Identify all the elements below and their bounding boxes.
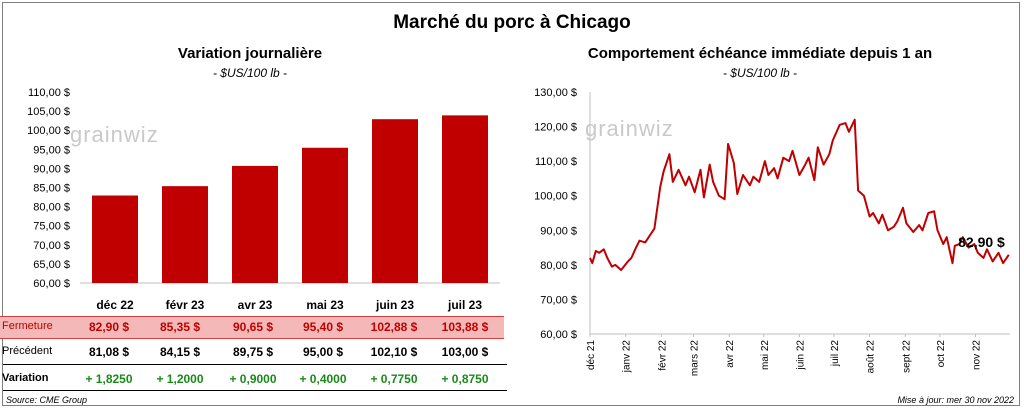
bar xyxy=(442,115,488,283)
bar-y-tick: 60,00 $ xyxy=(33,278,70,290)
bar-y-tick: 70,00 $ xyxy=(33,240,70,252)
bar xyxy=(162,186,208,283)
left-chart-title: Variation journalière xyxy=(177,45,323,62)
line-x-tick-label: avr 22 xyxy=(725,340,736,368)
line-y-tick: 70,00 $ xyxy=(540,294,577,306)
bar-y-tick: 110,00 $ xyxy=(28,87,70,99)
source-note: Source: CME Group xyxy=(6,395,88,405)
line-y-tick: 90,00 $ xyxy=(540,225,577,237)
line-x-tick-label: juil 22 xyxy=(830,340,841,368)
line-x-tick-label: févr 22 xyxy=(657,340,668,371)
precedent-label: Précédent xyxy=(2,345,53,357)
variation-cell: + 0,7750 xyxy=(370,372,418,386)
variation-cell: + 0,8750 xyxy=(441,372,489,386)
line-y-tick: 110,00 $ xyxy=(535,156,577,168)
variation-row: Variation + 1,8250 + 1,2000 + 0,9000 + 0… xyxy=(0,369,504,390)
fermeture-cell: 103,88 $ xyxy=(441,320,489,334)
line-x-tick-label: août 22 xyxy=(866,340,877,374)
line-y-tick: 130,00 $ xyxy=(534,87,577,99)
line-x-tick-label: janv 22 xyxy=(622,340,633,374)
line-y-tick: 80,00 $ xyxy=(540,260,577,272)
bar-y-tick: 100,00 $ xyxy=(27,125,70,137)
precedent-cell: 95,00 $ xyxy=(302,345,344,359)
precedent-cell: 103,00 $ xyxy=(441,345,489,359)
bar xyxy=(372,119,418,284)
price-line xyxy=(589,118,1010,271)
fermeture-row: Fermeture 82,90 $ 85,35 $ 90,65 $ 95,40 … xyxy=(0,316,504,339)
fermeture-cell: 102,88 $ xyxy=(370,320,418,334)
left-watermark: grainwiz xyxy=(70,122,159,147)
right-chart-title: Comportement échéance immédiate depuis 1… xyxy=(587,45,933,62)
bar-category-label: avr 23 xyxy=(238,298,273,312)
variation-label: Variation xyxy=(2,372,49,384)
line-x-tick-label: mai 22 xyxy=(760,340,771,370)
bar-category-label: déc 22 xyxy=(96,298,134,312)
bar-category-label: juin 23 xyxy=(375,298,414,312)
bar-y-tick: 85,00 $ xyxy=(33,183,70,195)
bar-category-label: févr 23 xyxy=(166,298,205,312)
bar-y-tick: 65,00 $ xyxy=(33,259,70,271)
bar-category-label: mai 23 xyxy=(306,298,344,312)
variation-cell: + 0,9000 xyxy=(229,372,277,386)
table-divider xyxy=(3,364,507,365)
line-x-tick-label: mars 22 xyxy=(690,340,701,377)
bar-y-tick: 80,00 $ xyxy=(33,202,70,214)
line-y-tick: 60,00 $ xyxy=(540,329,577,341)
line-x-tick-label: nov 22 xyxy=(971,340,982,370)
right-chart-unit: - $US/100 lb - xyxy=(722,66,798,80)
update-note: Mise à jour: mer 30 nov 2022 xyxy=(897,395,1014,405)
bar-y-tick: 75,00 $ xyxy=(33,221,70,233)
bar xyxy=(92,195,138,283)
precedent-cell: 102,10 $ xyxy=(370,345,418,359)
bar-category-label: juil 23 xyxy=(447,298,482,312)
precedent-row: Précédent 81,08 $ 84,15 $ 89,75 $ 95,00 … xyxy=(0,342,504,363)
precedent-cell: 89,75 $ xyxy=(232,345,274,359)
bar-y-tick: 105,00 $ xyxy=(27,106,70,118)
variation-cell: + 0,4000 xyxy=(299,372,347,386)
fermeture-cell: 95,40 $ xyxy=(302,320,344,334)
bar-y-tick: 90,00 $ xyxy=(33,163,70,175)
line-x-tick-label: juin 22 xyxy=(795,340,806,371)
table-bottom-line xyxy=(3,390,507,391)
fermeture-label: Fermeture xyxy=(2,320,53,332)
bar xyxy=(232,165,278,283)
chart-frame xyxy=(2,2,1020,406)
last-value-label: 82,90 $ xyxy=(958,234,1005,250)
variation-cell: + 1,8250 xyxy=(85,372,133,386)
precedent-cell: 81,08 $ xyxy=(88,345,130,359)
line-y-tick: 120,00 $ xyxy=(534,122,577,134)
left-chart-unit: - $US/100 lb - xyxy=(212,66,288,80)
line-x-tick-label: oct 22 xyxy=(936,340,947,368)
right-watermark: grainwiz xyxy=(585,116,674,141)
fermeture-cell: 90,65 $ xyxy=(232,320,274,334)
fermeture-cell: 82,90 $ xyxy=(88,320,130,334)
line-x-tick-label: déc 21 xyxy=(586,340,597,370)
variation-cell: + 1,2000 xyxy=(156,372,204,386)
precedent-cell: 84,15 $ xyxy=(159,345,201,359)
line-y-tick: 100,00 $ xyxy=(534,191,577,203)
line-x-tick-label: sept 22 xyxy=(901,340,912,373)
fermeture-cell: 85,35 $ xyxy=(159,320,201,334)
page-title: Marché du porc à Chicago xyxy=(393,12,631,33)
bar-y-tick: 95,00 $ xyxy=(33,144,70,156)
bar xyxy=(302,147,348,283)
